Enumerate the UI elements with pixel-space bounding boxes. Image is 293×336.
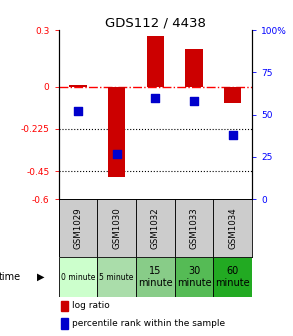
Bar — [61, 301, 68, 311]
Text: GSM1034: GSM1034 — [228, 207, 237, 249]
Point — [192, 98, 196, 104]
Text: 30
minute: 30 minute — [177, 266, 211, 288]
Bar — [185, 49, 203, 87]
Text: GSM1032: GSM1032 — [151, 207, 160, 249]
Bar — [136, 199, 175, 257]
Title: GDS112 / 4438: GDS112 / 4438 — [105, 16, 206, 29]
Bar — [59, 199, 97, 257]
Bar — [97, 257, 136, 297]
Text: time: time — [0, 272, 21, 282]
Bar — [146, 36, 164, 87]
Point — [76, 109, 80, 114]
Text: GSM1029: GSM1029 — [74, 207, 82, 249]
Bar — [136, 257, 175, 297]
Bar — [175, 199, 213, 257]
Text: 15
minute: 15 minute — [138, 266, 173, 288]
Bar — [213, 199, 252, 257]
Text: GSM1030: GSM1030 — [112, 207, 121, 249]
Text: 60
minute: 60 minute — [215, 266, 250, 288]
Text: 5 minute: 5 minute — [99, 272, 134, 282]
Text: ▶: ▶ — [37, 272, 45, 282]
Bar — [175, 257, 213, 297]
Bar — [97, 199, 136, 257]
Text: percentile rank within the sample: percentile rank within the sample — [72, 319, 225, 328]
Point — [153, 95, 158, 100]
Bar — [108, 87, 125, 177]
Bar — [61, 319, 68, 329]
Bar — [224, 87, 241, 103]
Text: 0 minute: 0 minute — [61, 272, 95, 282]
Point — [114, 151, 119, 156]
Bar — [59, 257, 97, 297]
Text: GSM1033: GSM1033 — [190, 207, 198, 249]
Bar — [213, 257, 252, 297]
Text: log ratio: log ratio — [72, 301, 110, 310]
Point — [230, 132, 235, 138]
Bar — [69, 85, 87, 87]
